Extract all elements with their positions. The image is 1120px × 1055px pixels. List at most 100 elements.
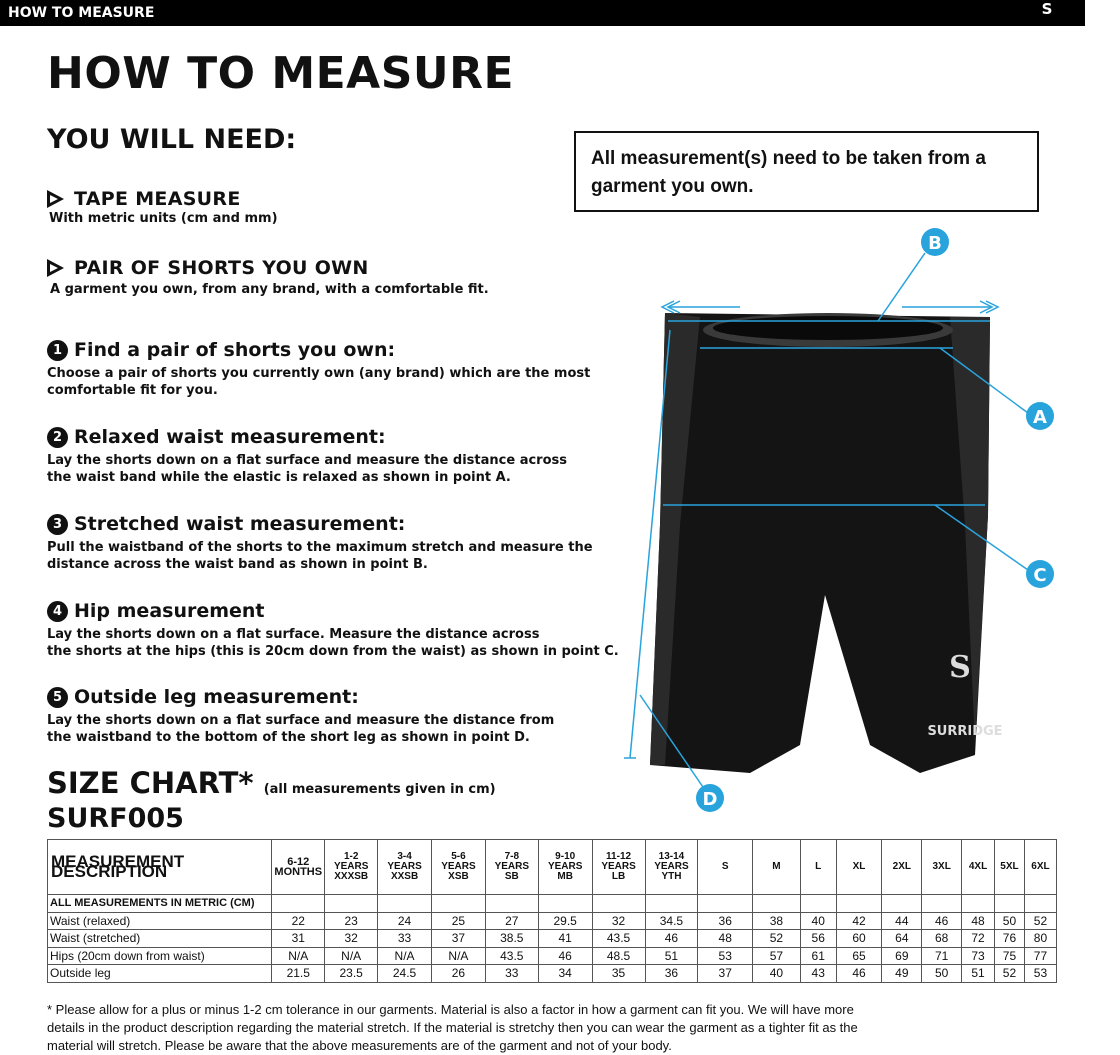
top-bar-title: HOW TO MEASURE	[8, 5, 155, 21]
table-cell: 26	[431, 964, 486, 983]
point-c-marker	[1026, 560, 1054, 588]
table-row: Waist (stretched) 31 32 33 37 38.5 41 43.5 46 48 5…	[46, 929, 1058, 948]
step-number-icon: 1	[47, 340, 68, 361]
top-bar: HOW TO MEASURE S SURRIDGE	[0, 0, 1085, 34]
table-cell: 44	[881, 911, 923, 930]
step-number-icon: 5	[47, 687, 68, 708]
table-cell: 43.5	[591, 929, 646, 948]
step-desc-line: Lay the shorts down on a flat surface an…	[47, 453, 567, 468]
table-cell: 38.5	[484, 929, 539, 948]
table-cell: 53	[1023, 964, 1058, 983]
table-cell: 23	[324, 911, 379, 930]
table-cell: 75	[994, 946, 1025, 965]
size-header: 6-12 MONTHS	[271, 839, 326, 895]
table-cell: 51	[644, 946, 699, 965]
size-header: 5XL	[994, 839, 1025, 895]
step-desc-line: distance across the waist band as shown …	[47, 557, 428, 572]
table-cell: 68	[921, 929, 963, 948]
table-cell: 22	[271, 911, 326, 930]
table-cell: 51	[961, 964, 995, 983]
table-cell: 42	[835, 911, 883, 930]
table-cell: 49	[881, 964, 923, 983]
section-row: ALL MEASUREMENTS IN METRIC (CM)	[46, 894, 1058, 913]
table-cell: 48.5	[591, 946, 646, 965]
step-title: Stretched waist measurement:	[74, 513, 406, 535]
table-cell: 76	[994, 929, 1025, 948]
table-cell: 38	[752, 911, 801, 930]
table-cell: 71	[921, 946, 963, 965]
table-cell: 73	[961, 946, 995, 965]
table-row: Outside leg 21.5 23.5 24.5 26 33 34 35 36 37 40 43 4…	[46, 964, 1058, 983]
table-cell: 37	[431, 929, 486, 948]
play-arrow-icon	[47, 259, 64, 277]
table-cell: 27	[484, 911, 539, 930]
table-cell: 35	[591, 964, 646, 983]
point-b-marker	[921, 228, 949, 256]
table-cell: 46	[835, 964, 883, 983]
need-item-shorts: PAIR OF SHORTS YOU OWN A garment you own…	[47, 257, 489, 298]
size-header: L	[799, 839, 837, 895]
table-cell: 24.5	[377, 964, 432, 983]
table-cell: 40	[799, 911, 837, 930]
step-2: 2 Relaxed waist measurement: Lay the shor…	[47, 426, 567, 486]
table-cell: 46	[644, 929, 699, 948]
table-cell: 33	[377, 929, 432, 948]
shorts-illustration	[650, 313, 990, 773]
row-label: Outside leg	[46, 964, 273, 983]
size-header: 13-14 YEARS YTH	[644, 839, 699, 895]
step-3: 3 Stretched waist measurement: Pull the w…	[47, 513, 593, 573]
step-title: Find a pair of shorts you own:	[74, 339, 396, 361]
step-title: Hip measurement	[74, 600, 265, 622]
step-5: 5 Outside leg measurement: Lay the shorts…	[47, 686, 554, 746]
shorts-diagram: S SURRIDGE B A C D	[624, 228, 1054, 812]
table-cell: 32	[591, 911, 646, 930]
table-row: Waist (relaxed) 22 23 24 25 27 29.5 32 34.5 36 38 4…	[46, 911, 1058, 930]
step-number-icon: 4	[47, 601, 68, 622]
step-desc-line: Lay the shorts down on a flat surface. M…	[47, 627, 540, 642]
table-cell: 37	[697, 964, 754, 983]
garment-logo-s: S	[949, 650, 971, 685]
step-desc-line: comfortable fit for you.	[47, 383, 218, 398]
table-cell: 50	[994, 911, 1025, 930]
table-cell: 52	[994, 964, 1025, 983]
table-cell: 23.5	[324, 964, 379, 983]
unit-note: (all measurements given in cm)	[263, 782, 496, 797]
size-header: 1-2 YEARS XXXSB	[324, 839, 379, 895]
table-cell: N/A	[431, 946, 486, 965]
step-4: 4 Hip measurement Lay the shorts down on …	[47, 600, 619, 660]
table-cell: 29.5	[537, 911, 593, 930]
need-item-tape: TAPE MEASURE With metric units (cm and m…	[47, 188, 278, 226]
table-cell: 52	[1023, 911, 1058, 930]
size-chart-title: SIZE CHART* (all measurements given in c…	[47, 766, 496, 800]
table-cell: N/A	[324, 946, 379, 965]
point-d-marker	[696, 784, 724, 812]
size-chart-table: MEASUREMENT DESCRIPTION 6-12 MONTHS 1-2 YEAR…	[46, 839, 1058, 983]
size-header: 3XL	[921, 839, 963, 895]
table-cell: 24	[377, 911, 432, 930]
size-header: 7-8 YEARS SB	[484, 839, 539, 895]
table-cell: 48	[961, 911, 995, 930]
table-cell: 53	[697, 946, 754, 965]
table-cell: 34	[537, 964, 593, 983]
table-cell: 50	[921, 964, 963, 983]
size-header: 3-4 YEARS XXSB	[377, 839, 432, 895]
table-cell: 21.5	[271, 964, 326, 983]
size-header: 9-10 YEARS MB	[537, 839, 593, 895]
size-header: S	[697, 839, 754, 895]
table-cell: 40	[752, 964, 801, 983]
product-code: SURF005	[47, 803, 184, 834]
step-1: 1 Find a pair of shorts you own: Choose a…	[47, 339, 590, 399]
table-cell: 61	[799, 946, 837, 965]
point-a-label: A	[1033, 407, 1047, 428]
step-desc-line: the waist band while the elastic is rela…	[47, 470, 511, 485]
play-arrow-icon	[47, 190, 64, 208]
step-desc-line: Lay the shorts down on a flat surface an…	[47, 713, 555, 728]
table-cell: 25	[431, 911, 486, 930]
step-desc-line: Pull the waistband of the shorts to the …	[47, 540, 593, 555]
size-header: M	[752, 839, 801, 895]
table-cell: 32	[324, 929, 379, 948]
table-cell: N/A	[271, 946, 326, 965]
surridge-logo: S SURRIDGE	[1028, 0, 1066, 34]
point-c-label: C	[1033, 565, 1046, 586]
size-header: 6XL	[1023, 839, 1058, 895]
